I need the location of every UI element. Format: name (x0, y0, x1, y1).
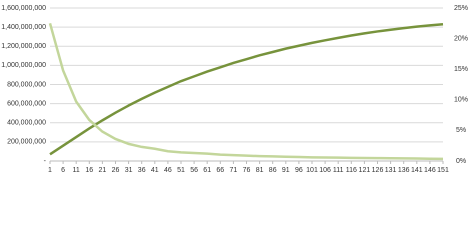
y2-tick-label: 20% (454, 35, 468, 42)
x-tick-label: 71 (230, 167, 238, 174)
x-tick-label: 106 (319, 167, 331, 174)
x-tick-label: 26 (112, 167, 120, 174)
x-tick-label: 31 (125, 167, 133, 174)
y-tick-label: 1,000,000,000 (1, 62, 46, 69)
x-tick-label: 76 (243, 167, 251, 174)
y2-tick-label: 15% (454, 66, 468, 73)
x-tick-label: 36 (138, 167, 146, 174)
line (49, 23, 444, 156)
x-tick-label: 136 (398, 167, 410, 174)
x-tick-label: 96 (295, 167, 303, 174)
x-tick-label: 141 (411, 167, 423, 174)
y-tick-label: - (44, 158, 47, 165)
x-tick-label: 126 (372, 167, 384, 174)
x-tick-label: 56 (190, 167, 198, 174)
y-tick-label: 1,400,000,000 (1, 24, 46, 31)
y-tick-label: 800,000,000 (7, 81, 46, 88)
x-tick-label: 61 (203, 167, 211, 174)
y2-tick-label: 10% (454, 97, 468, 104)
x-tick-label: 116 (346, 167, 357, 174)
y2-tick-label: 0% (456, 158, 466, 165)
x-tick-label: 46 (164, 167, 172, 174)
x-tick-label: 121 (359, 167, 371, 174)
x-tick-label: 66 (216, 167, 224, 174)
x-tick-label: 81 (256, 167, 264, 174)
x-tick-label: 101 (306, 167, 318, 174)
page: - 200,000,000 400,000,000 600,000,000 800,00… (1, 4, 468, 174)
x-tick-label: 1 (48, 167, 52, 174)
x-tick-label: 16 (85, 167, 93, 174)
x-tick-label: 86 (269, 167, 277, 174)
x-tick-label: 131 (385, 167, 397, 174)
y-tick-label: 600,000,000 (7, 100, 46, 107)
x-tick-label: 151 (437, 167, 449, 174)
y-tick-label: 1,200,000,000 (1, 43, 46, 50)
y-tick-label: 1,600,000,000 (1, 5, 46, 12)
x-tick-label: 146 (424, 167, 436, 174)
x-tick-label: 111 (333, 167, 344, 174)
x-tick-label: 21 (99, 167, 107, 174)
x-tick-label: 6 (61, 167, 65, 174)
x-tick-label: 51 (177, 167, 185, 174)
chart: - 200,000,000 400,000,000 600,000,000 800,00… (1, 5, 468, 174)
x-tick-label: 91 (282, 167, 290, 174)
x-tick-label: 41 (151, 167, 159, 174)
x-tick-label: 11 (73, 167, 80, 174)
y-tick-label: 400,000,000 (7, 120, 46, 127)
y2-tick-label: 5% (456, 127, 466, 134)
y-tick-label: 200,000,000 (7, 139, 46, 146)
line (48, 22, 444, 161)
y2-tick-label: 25% (454, 5, 468, 12)
